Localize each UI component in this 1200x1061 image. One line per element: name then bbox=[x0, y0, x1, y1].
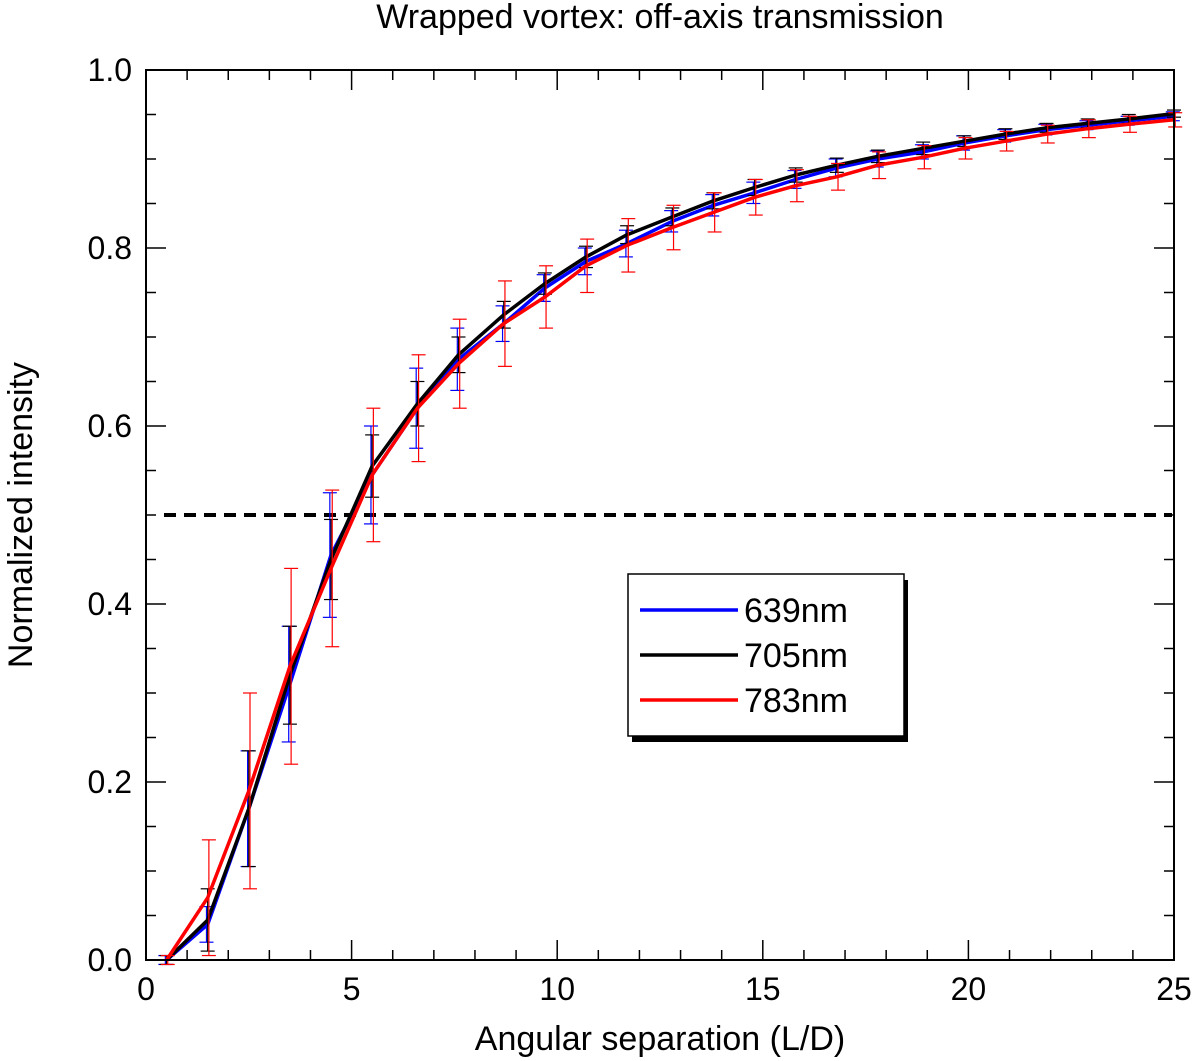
legend-label-639nm: 639nm bbox=[744, 592, 848, 630]
x-tick-label: 10 bbox=[539, 971, 575, 1007]
y-tick-label: 0.2 bbox=[88, 764, 132, 800]
series-line-783nm bbox=[165, 118, 1175, 961]
x-tick-label: 0 bbox=[137, 971, 155, 1007]
x-tick-label: 15 bbox=[745, 971, 781, 1007]
y-axis-label: Normalized intensity bbox=[2, 362, 40, 668]
y-tick-label: 0.8 bbox=[88, 230, 132, 266]
axis-ticks bbox=[145, 69, 1175, 961]
x-tick-label: 20 bbox=[951, 971, 987, 1007]
legend: 639nm 705nm 783nm bbox=[627, 573, 908, 742]
y-tick-label: 0.0 bbox=[88, 942, 132, 978]
legend-label-705nm: 705nm bbox=[744, 637, 848, 675]
x-tick-label: 25 bbox=[1156, 971, 1192, 1007]
plot-frame bbox=[145, 69, 1175, 961]
x-axis-label: Angular separation (L/D) bbox=[475, 1020, 845, 1058]
series-line-705nm bbox=[165, 111, 1175, 962]
y-tick-label: 1.0 bbox=[88, 52, 132, 88]
tick-labels: 0 5 10 15 20 25 0.0 0.2 0.4 0.6 0.8 1.0 bbox=[88, 52, 1192, 1007]
y-tick-label: 0.4 bbox=[88, 586, 132, 622]
legend-label-783nm: 783nm bbox=[744, 682, 848, 720]
y-tick-label: 0.6 bbox=[88, 408, 132, 444]
x-tick-label: 5 bbox=[343, 971, 361, 1007]
series-group bbox=[158, 109, 1183, 966]
series-783nm bbox=[160, 112, 1183, 966]
chart-title: Wrapped vortex: off-axis transmission bbox=[376, 0, 944, 36]
legend-entries: 639nm 705nm 783nm bbox=[640, 592, 848, 720]
